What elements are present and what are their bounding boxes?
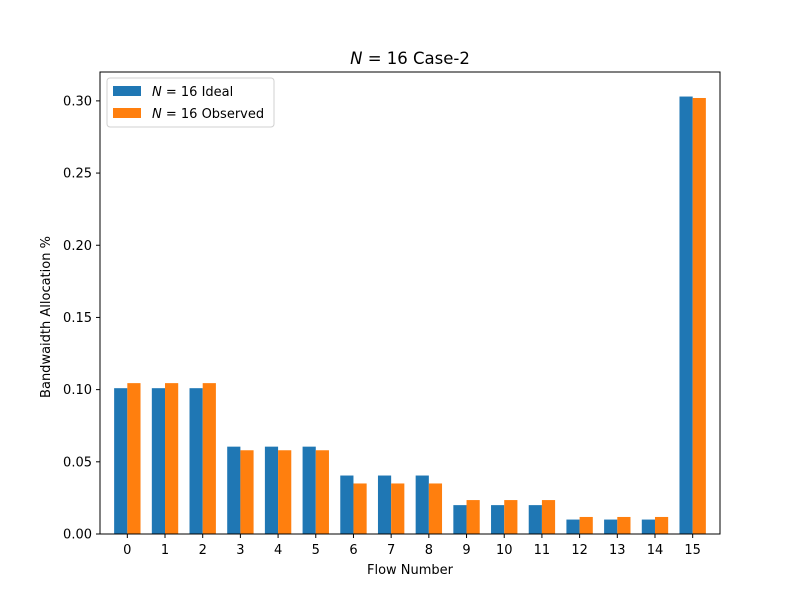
x-tick-label: 7	[387, 543, 395, 558]
chart-title: N = 16 Case-2	[350, 49, 470, 68]
x-tick-label: 14	[647, 543, 664, 558]
legend-label-observed-text: = 16 Observed	[162, 107, 264, 122]
y-tick-label: 0.20	[63, 239, 92, 254]
x-tick-label: 1	[161, 543, 169, 558]
x-tick-label: 2	[199, 543, 207, 558]
bar-observed-15	[692, 97, 706, 535]
bar-ideal-0	[114, 388, 128, 534]
legend-label-ideal-variable: N	[152, 85, 162, 100]
y-tick-label: 0.05	[63, 455, 92, 470]
bar-ideal-8	[415, 475, 429, 534]
x-tick-label: 10	[496, 543, 513, 558]
bar-ideal-2	[189, 388, 203, 534]
x-tick-label: 12	[571, 543, 588, 558]
legend-swatch-observed	[113, 108, 141, 118]
bar-ideal-6	[340, 475, 354, 534]
y-tick-label: 0.30	[63, 94, 92, 109]
y-tick-label: 0.10	[63, 383, 92, 398]
bar-observed-7	[391, 483, 405, 534]
bar-observed-6	[353, 483, 367, 534]
x-tick-label: 15	[684, 543, 701, 558]
bar-observed-1	[165, 383, 179, 534]
y-axis-label: Bandwaidth Allocation %	[39, 236, 54, 398]
bar-ideal-12	[566, 519, 580, 534]
x-tick-label: 4	[274, 543, 282, 558]
legend-swatch-ideal	[113, 86, 141, 96]
bar-observed-14	[654, 516, 669, 534]
x-tick-label: 8	[425, 543, 433, 558]
bar-ideal-4	[264, 446, 279, 534]
y-tick-label: 0.00	[63, 528, 92, 543]
bar-observed-5	[315, 450, 329, 534]
bar-ideal-10	[491, 505, 505, 534]
bars-group	[114, 96, 706, 535]
y-tick-label: 0.25	[63, 167, 92, 182]
plot-area-frame	[99, 71, 721, 535]
bar-ideal-14	[641, 519, 655, 534]
bar-observed-8	[428, 483, 443, 534]
bar-ideal-3	[227, 446, 241, 534]
bar-ideal-11	[528, 505, 542, 534]
y-axis: 0.00 0.05 0.10 0.15 0.20 0.25 0.30	[63, 94, 100, 543]
bar-observed-10	[504, 500, 518, 534]
x-tick-label: 9	[462, 543, 470, 558]
x-axis-label: Flow Number	[367, 563, 454, 578]
bar-observed-12	[579, 516, 593, 534]
legend-label-ideal-text: = 16 Ideal	[162, 85, 234, 100]
bar-ideal-7	[377, 475, 392, 534]
x-tick-label: 3	[236, 543, 244, 558]
x-tick-label: 13	[609, 543, 626, 558]
bar-observed-4	[278, 450, 292, 534]
legend-label-ideal: N = 16 Ideal	[152, 85, 233, 100]
bar-observed-2	[202, 383, 216, 534]
bar-observed-3	[240, 450, 254, 534]
x-tick-label: 5	[312, 543, 320, 558]
bar-ideal-5	[302, 446, 316, 534]
bar-observed-9	[466, 500, 480, 534]
legend-label-observed: N = 16 Observed	[152, 107, 264, 122]
y-tick-label: 0.15	[63, 311, 92, 326]
bar-ideal-1	[151, 388, 166, 534]
bar-observed-13	[617, 516, 631, 534]
x-tick-label: 0	[123, 543, 131, 558]
bar-observed-0	[127, 383, 141, 534]
x-axis: 0 1 2 3 4 5 6 7 8 9 10 11 12 13 14 15	[123, 534, 701, 558]
chart-title-variable: N	[350, 49, 362, 68]
x-tick-label: 6	[349, 543, 357, 558]
legend-label-observed-variable: N	[152, 107, 162, 122]
chart-title-text: = 16 Case-2	[362, 49, 469, 68]
legend-frame	[106, 77, 275, 128]
x-tick-label: 11	[534, 543, 551, 558]
bar-ideal-15	[679, 96, 693, 534]
bar-ideal-9	[453, 505, 467, 534]
bar-observed-11	[541, 500, 556, 534]
bar-ideal-13	[604, 519, 618, 534]
legend: N = 16 Ideal N = 16 Observed	[106, 77, 275, 128]
